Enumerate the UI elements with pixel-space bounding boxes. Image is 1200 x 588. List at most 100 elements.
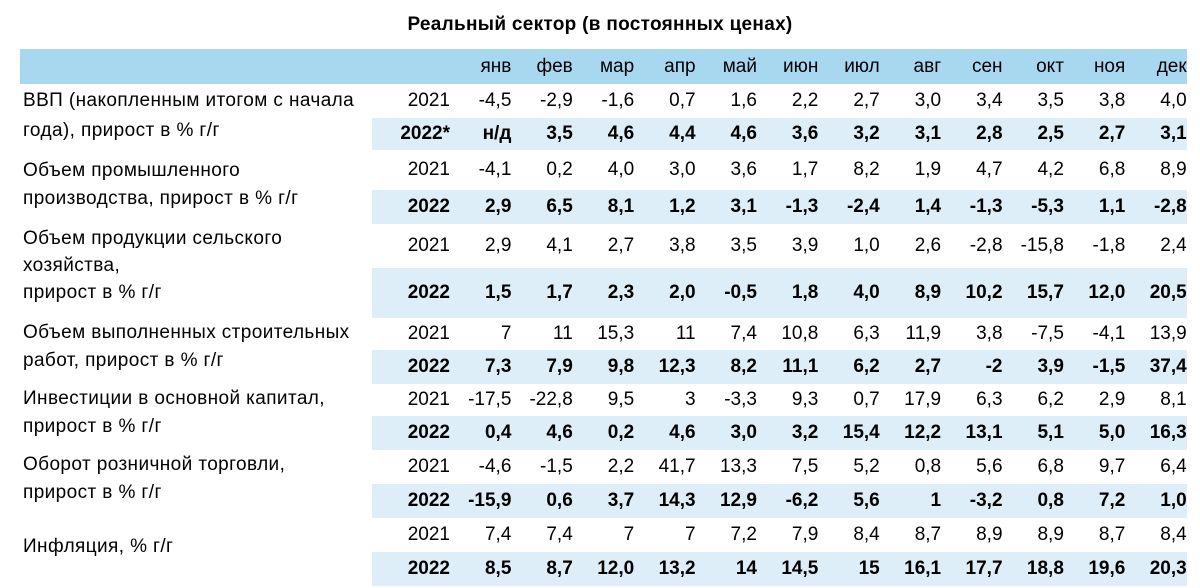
month-header: ноя bbox=[1093, 55, 1126, 77]
value-cell: 11,9 bbox=[905, 323, 942, 344]
table-body: ВВП (накопленным итогом с начала года), п… bbox=[20, 84, 1187, 586]
table-row: 2022 8,5 8,7 12,0 13,2 14 14,5 15 16,1 17,7 18,8 19… bbox=[20, 552, 1187, 586]
indicator-label-line: Объем выполненных строительных bbox=[23, 322, 350, 343]
indicator-label: ВВП (накопленным итогом с начала года), п… bbox=[20, 84, 372, 150]
month-header: сен bbox=[971, 55, 1003, 77]
value-cell: 4,1 bbox=[546, 235, 573, 256]
value-cell: 7,4 bbox=[730, 323, 757, 344]
value-cell: 4,4 bbox=[669, 123, 696, 144]
value-cell: 8,2 bbox=[730, 356, 757, 377]
year-cell: 2021 bbox=[407, 235, 450, 256]
value-cell: н/д bbox=[482, 123, 512, 144]
value-cell: 8,1 bbox=[1160, 389, 1187, 410]
value-cell: -3,3 bbox=[724, 389, 757, 410]
value-cell: 8,5 bbox=[484, 558, 512, 579]
indicator-block-retail: Оборот розничной торговли, прирост в % г/… bbox=[20, 450, 1187, 518]
value-cell: 0,7 bbox=[853, 389, 880, 410]
value-cell: 7 bbox=[500, 323, 512, 344]
month-header: май bbox=[722, 55, 757, 77]
value-cell: -2 bbox=[985, 356, 1003, 377]
value-cell: 14,3 bbox=[658, 490, 696, 511]
value-cell: 3,1 bbox=[914, 123, 942, 144]
indicator-label: Инвестиции в основной капитал, прирост в … bbox=[20, 384, 372, 450]
value-cell: 6,2 bbox=[1037, 389, 1064, 410]
value-cell: 0,2 bbox=[546, 159, 573, 180]
value-cell: 14,5 bbox=[781, 558, 819, 579]
value-cell: 0,8 bbox=[1037, 490, 1064, 511]
value-cell: 9,7 bbox=[1098, 456, 1126, 477]
value-cell: -22,8 bbox=[529, 389, 573, 410]
value-cell: 0,4 bbox=[484, 422, 512, 443]
value-cell: 12,9 bbox=[719, 490, 757, 511]
indicator-label-line: прирост в % г/г bbox=[23, 282, 162, 303]
value-cell: 3,1 bbox=[730, 196, 757, 217]
value-cell: 3,2 bbox=[791, 422, 819, 443]
value-cell: 13,1 bbox=[965, 422, 1003, 443]
value-cell: -1,3 bbox=[785, 196, 819, 217]
indicator-label: Оборот розничной торговли, прирост в % г/… bbox=[20, 450, 372, 518]
month-header: авг bbox=[913, 55, 942, 77]
value-cell: -1,3 bbox=[969, 196, 1003, 217]
value-cell: 18,8 bbox=[1026, 558, 1064, 579]
value-cell: 3,0 bbox=[914, 90, 942, 111]
value-cell: 20,5 bbox=[1149, 282, 1187, 303]
value-cell: -1,5 bbox=[1092, 356, 1126, 377]
value-cell: 17,9 bbox=[904, 389, 942, 410]
value-cell: 12,3 bbox=[658, 356, 696, 377]
value-cell: 1,1 bbox=[1098, 196, 1126, 217]
value-cell: 6,3 bbox=[976, 389, 1003, 410]
indicator-label-line: ВВП (накопленным итогом с начала bbox=[23, 90, 355, 111]
value-cell: 8,4 bbox=[1160, 524, 1187, 545]
value-cell: 5,6 bbox=[853, 490, 880, 511]
indicator-label: Инфляция, % г/г bbox=[20, 518, 372, 586]
value-cell: 8,9 bbox=[914, 282, 942, 303]
value-cell: 0,7 bbox=[669, 90, 696, 111]
value-cell: 3,0 bbox=[730, 422, 757, 443]
value-cell: 41,7 bbox=[658, 456, 696, 477]
value-cell: 1,7 bbox=[546, 282, 573, 303]
value-cell: 3 bbox=[684, 389, 696, 410]
indicator-block-inflation: Инфляция, % г/г 2021 7,4 7,4 7 7 7,2 7,9 8,4 8,7 8… bbox=[20, 518, 1187, 586]
month-header: мар bbox=[599, 55, 635, 77]
value-cell: -3,2 bbox=[969, 490, 1003, 511]
indicator-label: Объем выполненных строительных работ, при… bbox=[20, 318, 372, 384]
value-cell: 4,2 bbox=[1037, 159, 1064, 180]
value-cell: -4,1 bbox=[1092, 323, 1126, 344]
value-cell: -0,5 bbox=[724, 282, 757, 303]
year-cell: 2022 bbox=[407, 558, 450, 579]
month-header: апр bbox=[664, 55, 696, 77]
value-cell: 3,5 bbox=[730, 235, 757, 256]
value-cell: 8,9 bbox=[1037, 524, 1064, 545]
value-cell: -4,6 bbox=[478, 456, 512, 477]
value-cell: 37,4 bbox=[1149, 356, 1187, 377]
indicator-label-line: прирост в % г/г bbox=[23, 416, 162, 437]
value-cell: 3,0 bbox=[669, 159, 696, 180]
value-cell: 1,5 bbox=[484, 282, 512, 303]
value-cell: 9,5 bbox=[607, 389, 635, 410]
value-cell: 2,7 bbox=[607, 235, 635, 256]
value-cell: 2,9 bbox=[484, 235, 512, 256]
value-cell: 11 bbox=[675, 323, 696, 344]
value-cell: 5,2 bbox=[853, 456, 880, 477]
value-cell: 3,4 bbox=[976, 90, 1003, 111]
year-cell: 2021 bbox=[407, 389, 450, 410]
month-header: дек bbox=[1156, 55, 1187, 77]
value-cell: 16,1 bbox=[904, 558, 942, 579]
indicator-label-line: производства, прирост в % г/г bbox=[23, 188, 299, 209]
value-cell: 14 bbox=[735, 558, 757, 579]
month-header: окт bbox=[1036, 55, 1064, 77]
value-cell: 0,8 bbox=[914, 456, 942, 477]
value-cell: -17,5 bbox=[468, 389, 512, 410]
value-cell: 7,4 bbox=[484, 524, 512, 545]
value-cell: 7,9 bbox=[546, 356, 573, 377]
value-cell: -15,9 bbox=[468, 490, 512, 511]
value-cell: 3,5 bbox=[546, 123, 573, 144]
value-cell: 1,9 bbox=[914, 159, 942, 180]
value-cell: 6,8 bbox=[1098, 159, 1126, 180]
value-cell: 4,6 bbox=[669, 422, 696, 443]
value-cell: 4,6 bbox=[607, 123, 635, 144]
value-cell: -4,1 bbox=[478, 159, 512, 180]
year-cell: 2022 bbox=[407, 282, 450, 303]
value-cell: 16,3 bbox=[1149, 422, 1187, 443]
value-cell: 13,3 bbox=[719, 456, 757, 477]
